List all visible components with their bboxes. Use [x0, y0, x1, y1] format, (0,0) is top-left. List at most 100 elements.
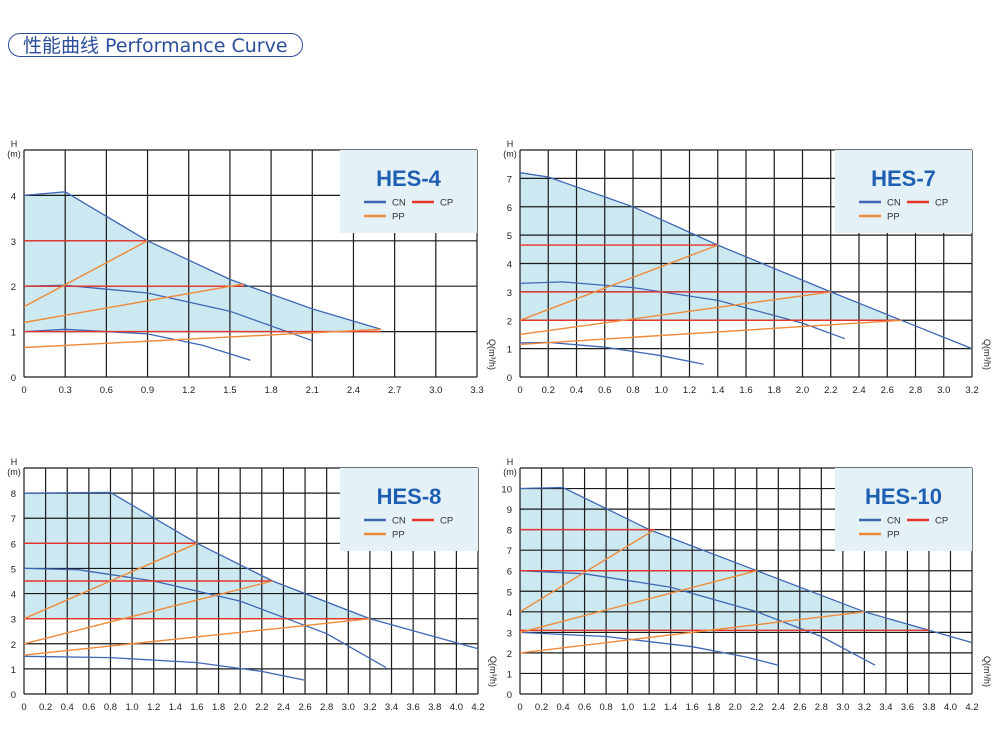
- y-tick-label: 4: [11, 191, 16, 202]
- legend: HES-8 CN CP PP: [340, 468, 478, 551]
- series-pp-line: [519, 319, 902, 346]
- legend-label-cn: CN: [392, 198, 406, 209]
- series-cn-line: [519, 341, 704, 365]
- x-tick-label: 0: [517, 385, 522, 396]
- x-tick-label: 0.2: [535, 702, 548, 713]
- x-tick-label: 4.2: [471, 702, 484, 713]
- y-tick-label: 1: [11, 665, 16, 676]
- x-tick-label: 3.4: [385, 702, 398, 713]
- series-pp-line: [519, 529, 655, 613]
- x-tick-label: 2.8: [320, 702, 333, 713]
- x-tick-label: 0.6: [82, 702, 95, 713]
- x-tick-label: 2.8: [815, 702, 828, 713]
- y-tick-label: 1: [507, 345, 512, 356]
- series-cn-line: [519, 486, 973, 644]
- y-tick-label: 7: [507, 546, 512, 557]
- legend: HES-7 CN CP PP: [835, 150, 972, 233]
- x-tick-label: 1.8: [768, 385, 781, 396]
- x-tick-label: 2.6: [298, 702, 311, 713]
- x-tick-label: 2.7: [388, 385, 401, 396]
- y-axis-label: H: [11, 139, 18, 149]
- x-tick-label: 2.0: [796, 385, 809, 396]
- y-tick-label: 9: [507, 505, 512, 516]
- legend-label-cn: CN: [887, 198, 901, 209]
- x-tick-label: 0.4: [556, 702, 569, 713]
- x-tick-label: 2.6: [881, 385, 894, 396]
- series-pp-line: [23, 240, 148, 308]
- series-pp-line: [23, 328, 381, 349]
- x-tick-label: 2.6: [793, 702, 806, 713]
- y-tick-label: 6: [11, 539, 16, 550]
- y-tick-label: 1: [507, 669, 512, 680]
- legend-label-cp: CP: [440, 198, 453, 209]
- legend-label-cn: CN: [887, 516, 901, 527]
- y-tick-label: 4: [11, 590, 16, 601]
- operating-area: [24, 191, 381, 332]
- x-tick-label: 2.4: [347, 385, 360, 396]
- x-tick-label: 3.2: [965, 385, 978, 396]
- x-tick-label: 2.0: [729, 702, 742, 713]
- chart-title: HES-10: [865, 484, 942, 509]
- legend: HES-4 CN CP PP: [340, 150, 477, 233]
- x-tick-label: 2.0: [234, 702, 247, 713]
- x-tick-label: 0.8: [599, 702, 612, 713]
- x-tick-label: 1.2: [683, 385, 696, 396]
- chart-title: HES-7: [871, 166, 936, 191]
- x-tick-label: 2.2: [750, 702, 763, 713]
- legend-label-cp: CP: [935, 516, 948, 527]
- legend: HES-10 CN CP PP: [835, 468, 972, 551]
- x-tick-label: 3.0: [342, 702, 355, 713]
- x-tick-label: 3.6: [901, 702, 914, 713]
- x-tick-label: 1.8: [212, 702, 225, 713]
- page-title: 性能曲线 Performance Curve: [8, 33, 303, 57]
- x-tick-label: 0.2: [39, 702, 52, 713]
- x-tick-label: 2.8: [909, 385, 922, 396]
- x-tick-label: 2.2: [255, 702, 268, 713]
- x-tick-label: 0.4: [61, 702, 74, 713]
- x-tick-label: 4.0: [450, 702, 463, 713]
- x-tick-label: 0: [21, 385, 26, 396]
- series-cn-line: [23, 655, 306, 681]
- x-tick-label: 3.2: [858, 702, 871, 713]
- chart-title: HES-8: [377, 484, 442, 509]
- x-tick-label: 3.2: [363, 702, 376, 713]
- series-pp-line: [519, 244, 719, 321]
- x-tick-label: 1.0: [621, 702, 634, 713]
- y-tick-label: 10: [501, 485, 512, 496]
- x-tick-label: 0: [21, 702, 26, 713]
- series-cn-line: [23, 567, 387, 669]
- x-tick-label: 1.5: [223, 385, 236, 396]
- y-tick-label: 4: [507, 260, 512, 271]
- x-tick-label: 1.4: [169, 702, 182, 713]
- legend-box: [835, 468, 972, 551]
- y-tick-label: 3: [11, 237, 16, 248]
- y-tick-label: 8: [11, 489, 16, 500]
- series-cn-line: [519, 631, 779, 666]
- x-tick-label: 1.6: [739, 385, 752, 396]
- y-tick-label: 0: [11, 690, 16, 701]
- x-tick-label: 3.8: [428, 702, 441, 713]
- series-pp-line: [23, 283, 244, 324]
- x-tick-label: 0.6: [598, 385, 611, 396]
- y-tick-label: 2: [11, 640, 16, 651]
- y-tick-label: 3: [507, 628, 512, 639]
- x-tick-label: 2.1: [306, 385, 319, 396]
- series-pp-line: [519, 291, 831, 336]
- legend-label-cp: CP: [935, 198, 948, 209]
- x-tick-label: 0: [517, 702, 522, 713]
- x-tick-label: 2.4: [277, 702, 290, 713]
- y-tick-label: 6: [507, 203, 512, 214]
- x-tick-label: 4.2: [965, 702, 978, 713]
- y-axis-unit: (m): [7, 467, 21, 477]
- legend-label-cn: CN: [392, 516, 406, 527]
- y-tick-label: 1: [11, 328, 16, 339]
- series-cn-line: [23, 328, 251, 361]
- x-tick-label: 1.6: [190, 702, 203, 713]
- y-tick-label: 0: [507, 373, 512, 384]
- legend-box: [835, 150, 972, 233]
- x-tick-label: 3.6: [407, 702, 420, 713]
- y-tick-label: 6: [507, 567, 512, 578]
- x-tick-label: 0.6: [578, 702, 591, 713]
- y-axis-unit: (m): [503, 467, 517, 477]
- y-tick-label: 7: [11, 514, 16, 525]
